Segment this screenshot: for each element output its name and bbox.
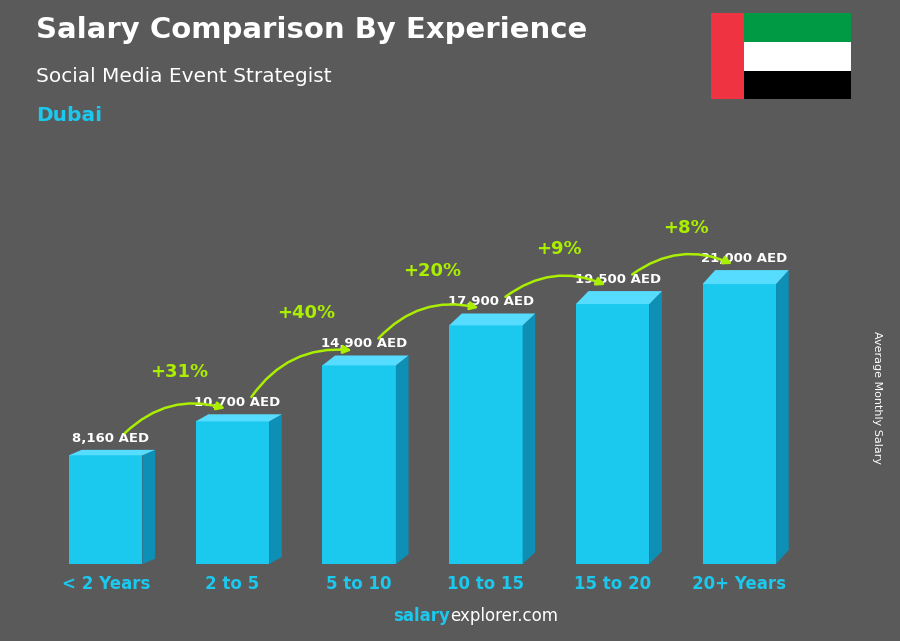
Text: 19,500 AED: 19,500 AED — [574, 273, 661, 286]
Polygon shape — [269, 414, 282, 564]
Text: +9%: +9% — [536, 240, 582, 258]
Polygon shape — [69, 450, 155, 455]
Text: +8%: +8% — [663, 219, 709, 237]
Bar — [322, 365, 396, 564]
Bar — [744, 71, 850, 99]
Text: +20%: +20% — [403, 262, 462, 280]
Text: Dubai: Dubai — [36, 106, 102, 125]
Polygon shape — [576, 291, 662, 304]
Polygon shape — [523, 313, 536, 564]
Polygon shape — [396, 356, 409, 564]
Text: Social Media Event Strategist: Social Media Event Strategist — [36, 67, 331, 87]
Polygon shape — [703, 270, 788, 284]
Text: Average Monthly Salary: Average Monthly Salary — [872, 331, 883, 464]
Text: +40%: +40% — [277, 304, 335, 322]
Bar — [576, 304, 649, 564]
Polygon shape — [449, 313, 536, 326]
Text: 10,700 AED: 10,700 AED — [194, 396, 281, 410]
Bar — [449, 326, 523, 564]
Bar — [744, 13, 850, 42]
Bar — [711, 13, 744, 99]
Text: Salary Comparison By Experience: Salary Comparison By Experience — [36, 16, 587, 44]
Bar — [69, 455, 142, 564]
Text: explorer.com: explorer.com — [450, 607, 558, 625]
Bar — [703, 284, 776, 564]
Text: 8,160 AED: 8,160 AED — [72, 432, 149, 445]
Bar — [744, 42, 850, 71]
Polygon shape — [142, 450, 155, 564]
Bar — [195, 421, 269, 564]
Text: 17,900 AED: 17,900 AED — [448, 296, 534, 308]
Polygon shape — [649, 291, 662, 564]
Text: 14,900 AED: 14,900 AED — [321, 338, 408, 351]
Text: +31%: +31% — [150, 363, 208, 381]
Polygon shape — [195, 414, 282, 421]
Polygon shape — [776, 270, 788, 564]
Text: salary: salary — [393, 607, 450, 625]
Polygon shape — [322, 356, 409, 365]
Text: 21,000 AED: 21,000 AED — [701, 252, 788, 265]
